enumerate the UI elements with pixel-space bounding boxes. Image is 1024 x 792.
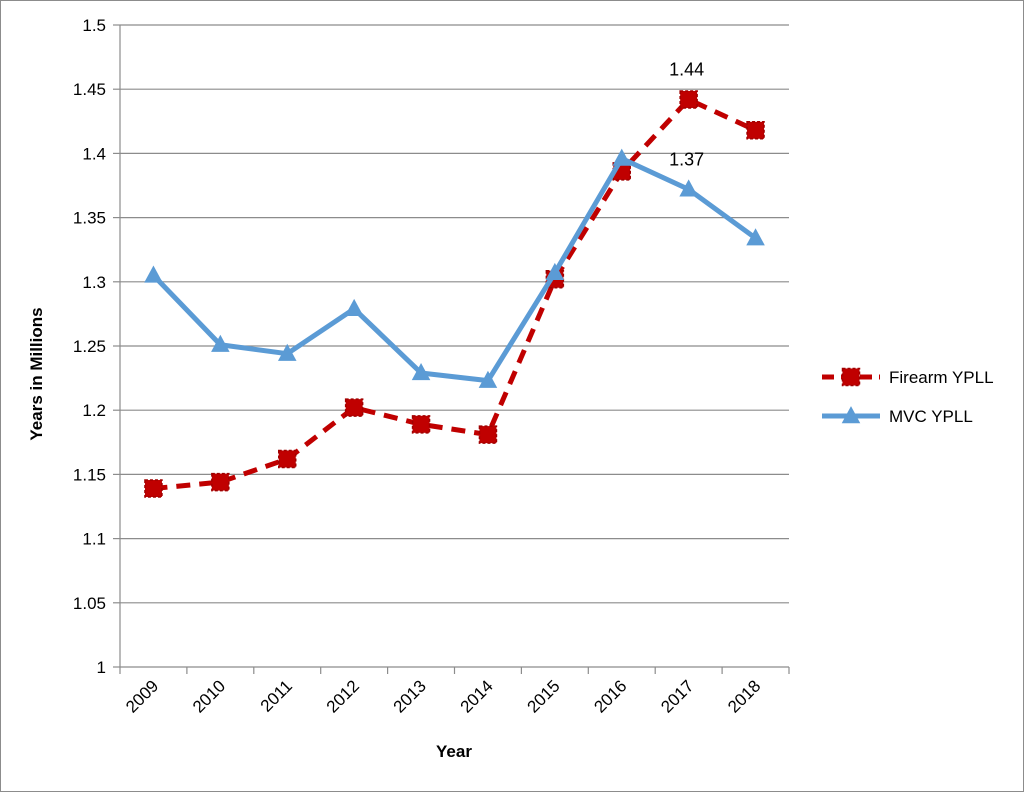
y-tick-label: 1 (97, 658, 106, 677)
series-firearm-ypll (144, 90, 765, 498)
x-tick-labels: 2009 2010 2011 2012 2013 2014 2015 2016 2017 2018 (122, 676, 764, 716)
data-point (478, 370, 498, 388)
y-tick-label: 1.5 (82, 16, 106, 35)
data-point (679, 179, 698, 197)
legend: Firearm YPLL MVC YPLL (822, 367, 994, 426)
x-tick-label: 2016 (590, 676, 630, 716)
data-point (679, 90, 698, 109)
data-point (411, 363, 431, 381)
legend-item: Firearm YPLL (822, 367, 994, 387)
legend-label: Firearm YPLL (889, 368, 994, 387)
x-tick-label: 2013 (390, 676, 430, 716)
data-point (612, 148, 632, 166)
data-point (144, 479, 163, 498)
data-labels: 1.44 1.37 (669, 59, 704, 169)
data-point (746, 228, 765, 246)
y-axis-title: Years in Millions (27, 307, 46, 440)
data-point (211, 472, 230, 492)
data-point (344, 298, 364, 316)
legend-label: MVC YPLL (889, 407, 973, 426)
axes (113, 24, 790, 674)
x-tick-label: 2015 (523, 676, 563, 716)
gridlines (120, 24, 789, 604)
data-label: 1.44 (669, 59, 704, 79)
data-point (478, 425, 498, 444)
y-tick-label: 1.45 (73, 80, 106, 99)
x-axis-title: Year (436, 742, 472, 761)
y-tick-label: 1.4 (82, 144, 106, 163)
data-point (277, 343, 297, 361)
x-tick-label: 2010 (189, 676, 229, 716)
y-tick-label: 1.2 (82, 401, 106, 420)
x-tick-label: 2011 (257, 676, 296, 715)
data-point (144, 265, 163, 283)
data-point (344, 398, 364, 417)
x-tick-label: 2009 (122, 676, 162, 716)
x-tick-label: 2018 (724, 676, 764, 716)
legend-item: MVC YPLL (822, 406, 973, 426)
data-point (746, 121, 765, 140)
series-line (151, 156, 758, 384)
x-tick-label: 2012 (323, 676, 363, 716)
data-point (841, 406, 861, 424)
data-point (545, 262, 565, 281)
y-tick-labels: 1 1.05 1.1 1.15 1.2 1.25 1.3 1.35 1.4 1.45 1.5 (73, 16, 106, 677)
series-mvc-ypll (144, 148, 765, 388)
x-tick-label: 2014 (457, 676, 497, 716)
y-tick-label: 1.25 (73, 337, 106, 356)
y-tick-label: 1.15 (73, 465, 106, 484)
data-point (278, 449, 297, 469)
series-line (153, 96, 757, 492)
y-tick-label: 1.3 (82, 273, 106, 292)
series-group (144, 90, 765, 498)
x-tick-label: 2017 (657, 676, 697, 716)
data-point (411, 415, 431, 434)
y-tick-label: 1.35 (73, 209, 106, 228)
data-label: 1.37 (669, 149, 704, 169)
y-tick-label: 1.1 (82, 530, 106, 549)
data-point (211, 334, 230, 352)
data-point (841, 367, 861, 387)
y-tick-label: 1.05 (73, 594, 106, 613)
